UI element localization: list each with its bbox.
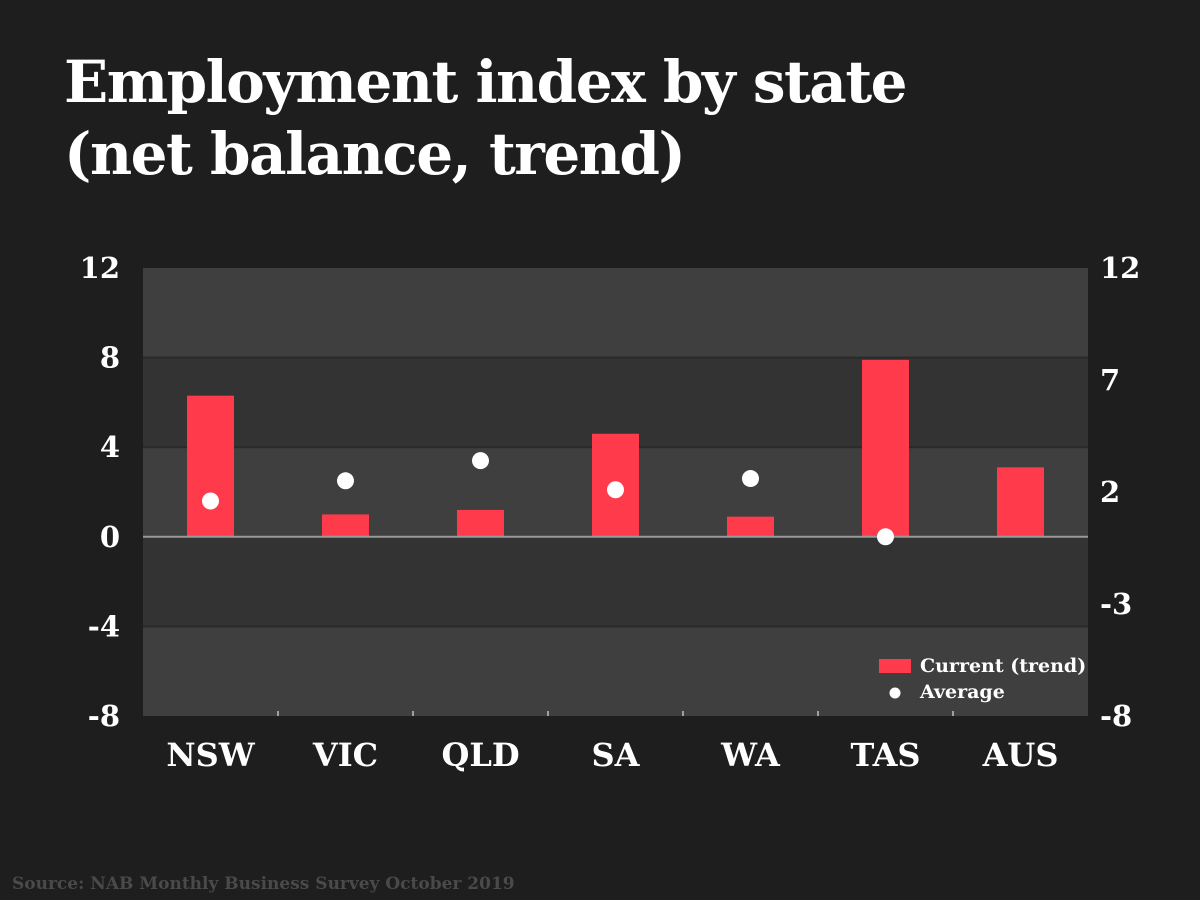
y-tick-right: 2 [1100, 475, 1120, 509]
grid-band [143, 357, 1088, 448]
x-tick-label: VIC [312, 736, 378, 774]
y-tick-right: 7 [1100, 363, 1120, 397]
average-dot-vic [337, 472, 354, 490]
x-tick-label: QLD [441, 736, 519, 774]
average-dot-qld [472, 452, 489, 470]
y-tick-left: -4 [88, 609, 120, 643]
y-tick-right: -8 [1100, 699, 1132, 733]
x-tick-label: TAS [851, 736, 921, 774]
x-tick-label: SA [592, 736, 641, 774]
x-tick-label: AUS [982, 736, 1059, 774]
bar-qld [457, 509, 504, 537]
average-dot-wa [742, 470, 759, 488]
legend-swatch-average [889, 687, 901, 699]
bar-tas [862, 359, 909, 537]
bar-aus [997, 467, 1044, 537]
average-dot-tas [877, 528, 894, 546]
x-tick-label: WA [720, 736, 781, 774]
legend-swatch-current [879, 659, 911, 673]
y-tick-left: 0 [100, 520, 120, 554]
average-dot-nsw [202, 492, 219, 510]
y-tick-left: -8 [88, 699, 120, 733]
x-tick-label: NSW [166, 736, 255, 774]
source-note: Source: NAB Monthly Business Survey Octo… [12, 874, 515, 894]
bar-vic [322, 514, 369, 537]
bar-wa [727, 516, 774, 537]
legend-label-current: Current (trend) [920, 655, 1086, 677]
y-tick-left: 8 [100, 341, 120, 375]
grid-band [143, 626, 1088, 716]
chart-title: Employment index by state (net balance, … [64, 48, 908, 188]
y-tick-right: 12 [1100, 251, 1140, 285]
y-tick-left: 12 [80, 251, 120, 285]
average-dot-sa [607, 481, 624, 499]
grid-band [143, 268, 1088, 358]
grid-band [143, 536, 1088, 627]
y-tick-right: -3 [1100, 587, 1132, 621]
y-tick-left: 4 [100, 430, 120, 464]
legend-label-average: Average [919, 681, 1005, 703]
bar-nsw [187, 395, 234, 537]
